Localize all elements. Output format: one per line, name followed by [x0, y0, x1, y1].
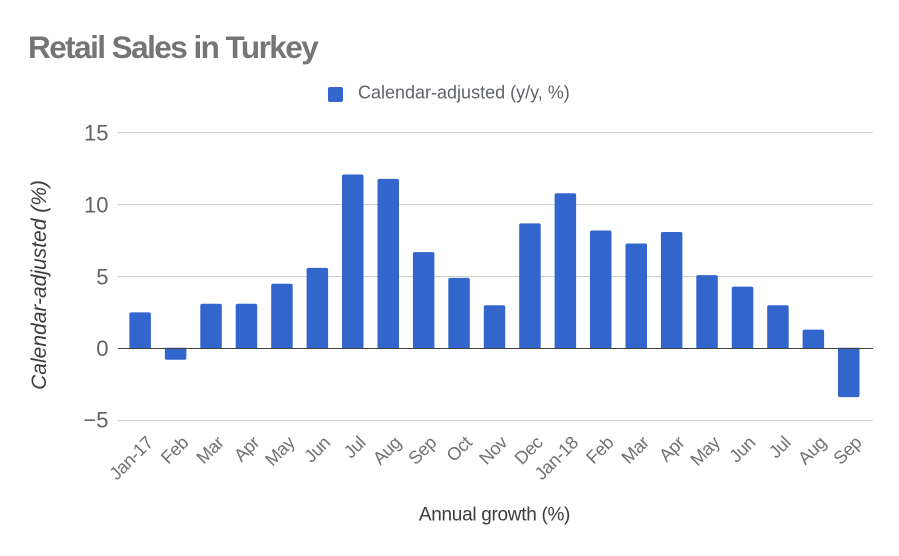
svg-text:15: 15 — [84, 121, 108, 146]
svg-text:10: 10 — [84, 193, 108, 218]
svg-text:Calendar-adjusted (%): Calendar-adjusted (%) — [28, 180, 51, 390]
svg-text:0: 0 — [96, 336, 108, 361]
svg-text:−5: −5 — [83, 408, 108, 433]
svg-text:Calendar-adjusted (y/y, %): Calendar-adjusted (y/y, %) — [358, 83, 570, 103]
svg-text:Retail Sales in Turkey: Retail Sales in Turkey — [28, 29, 319, 65]
svg-text:5: 5 — [96, 265, 108, 290]
svg-text:Annual growth (%): Annual growth (%) — [419, 505, 570, 526]
